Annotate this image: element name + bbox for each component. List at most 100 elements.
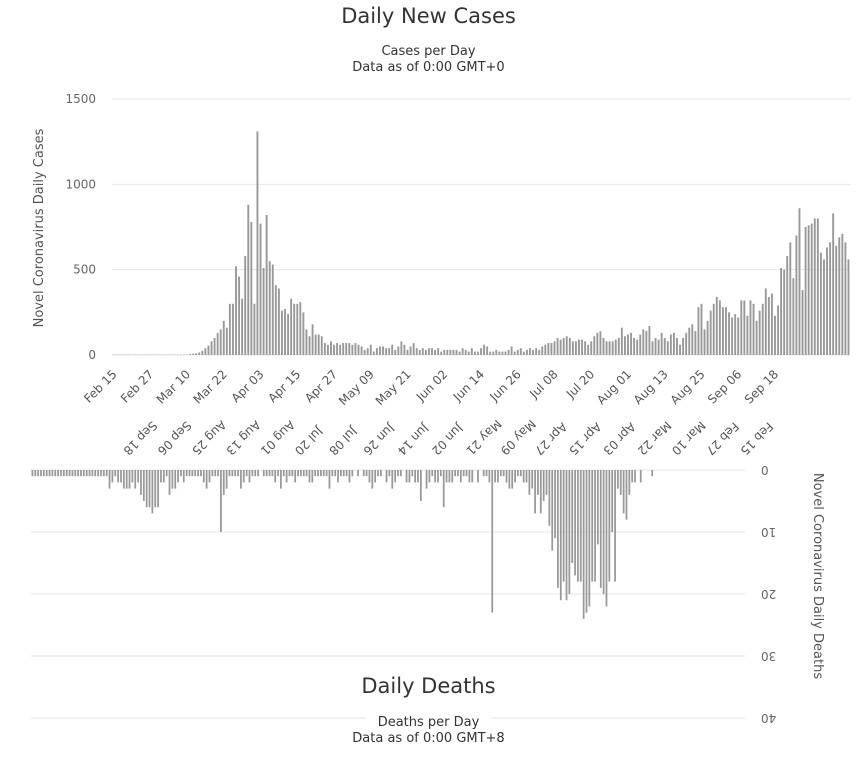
cases-bar[interactable] bbox=[654, 337, 657, 355]
cases-bar[interactable] bbox=[476, 351, 479, 355]
cases-bar[interactable] bbox=[210, 341, 213, 355]
cases-bar[interactable] bbox=[611, 341, 614, 355]
cases-bar[interactable] bbox=[737, 317, 740, 355]
cases-bar[interactable] bbox=[253, 303, 256, 355]
cases-bar[interactable] bbox=[320, 336, 323, 355]
deaths-bar[interactable] bbox=[105, 470, 108, 477]
cases-bar[interactable] bbox=[449, 349, 452, 355]
cases-bar[interactable] bbox=[510, 346, 513, 355]
cases-bar[interactable] bbox=[360, 346, 363, 355]
cases-bar[interactable] bbox=[774, 315, 776, 355]
cases-bar[interactable] bbox=[492, 351, 495, 355]
deaths-bar[interactable] bbox=[585, 470, 588, 613]
cases-bar[interactable] bbox=[568, 337, 571, 355]
cases-bar[interactable] bbox=[581, 339, 583, 355]
cases-bar[interactable] bbox=[578, 339, 580, 355]
cases-bar[interactable] bbox=[743, 300, 746, 355]
cases-bar[interactable] bbox=[642, 329, 645, 355]
cases-bar[interactable] bbox=[657, 339, 660, 355]
deaths-bar[interactable] bbox=[445, 470, 448, 483]
deaths-bar[interactable] bbox=[614, 470, 616, 582]
cases-bar[interactable] bbox=[293, 303, 296, 355]
deaths-bar[interactable] bbox=[611, 470, 614, 532]
cases-bar[interactable] bbox=[470, 348, 473, 355]
cases-bar[interactable] bbox=[841, 233, 844, 355]
deaths-bar[interactable] bbox=[291, 470, 294, 477]
cases-bar[interactable] bbox=[826, 247, 828, 355]
cases-bar[interactable] bbox=[366, 348, 369, 355]
deaths-bar[interactable] bbox=[628, 470, 631, 495]
deaths-bar[interactable] bbox=[165, 470, 168, 477]
deaths-bar[interactable] bbox=[551, 470, 554, 551]
deaths-bar[interactable] bbox=[497, 470, 499, 483]
cases-bar[interactable] bbox=[688, 327, 691, 355]
deaths-bar[interactable] bbox=[182, 470, 185, 483]
deaths-bar[interactable] bbox=[651, 470, 654, 477]
cases-bar[interactable] bbox=[421, 348, 424, 355]
deaths-bar[interactable] bbox=[131, 470, 134, 483]
cases-bar[interactable] bbox=[207, 345, 210, 355]
cases-bar[interactable] bbox=[480, 348, 482, 355]
cases-bar[interactable] bbox=[596, 332, 599, 355]
deaths-bar[interactable] bbox=[608, 470, 611, 582]
cases-bar[interactable] bbox=[777, 305, 779, 355]
deaths-bar[interactable] bbox=[514, 470, 516, 483]
deaths-bar[interactable] bbox=[377, 470, 379, 477]
deaths-bar[interactable] bbox=[45, 470, 48, 477]
cases-bar[interactable] bbox=[498, 351, 501, 355]
cases-bar[interactable] bbox=[440, 351, 443, 355]
deaths-bar[interactable] bbox=[274, 470, 277, 483]
cases-bar[interactable] bbox=[299, 302, 302, 355]
cases-bar[interactable] bbox=[244, 256, 247, 355]
deaths-bar[interactable] bbox=[425, 470, 428, 489]
cases-bar[interactable] bbox=[241, 298, 244, 355]
deaths-bar[interactable] bbox=[428, 470, 431, 483]
deaths-bar[interactable] bbox=[71, 470, 74, 477]
cases-bar[interactable] bbox=[345, 343, 348, 355]
deaths-bar[interactable] bbox=[202, 470, 205, 483]
deaths-bar[interactable] bbox=[148, 470, 151, 508]
deaths-bar[interactable] bbox=[108, 470, 111, 489]
cases-bar[interactable] bbox=[832, 213, 835, 355]
deaths-bar[interactable] bbox=[311, 470, 314, 483]
deaths-bar[interactable] bbox=[117, 470, 119, 483]
cases-bar[interactable] bbox=[219, 329, 222, 355]
cases-bar[interactable] bbox=[235, 266, 237, 355]
deaths-bar[interactable] bbox=[617, 470, 619, 489]
deaths-bar[interactable] bbox=[391, 470, 394, 489]
cases-bar[interactable] bbox=[810, 223, 813, 355]
cases-bar[interactable] bbox=[348, 343, 351, 355]
deaths-bar[interactable] bbox=[625, 470, 628, 520]
deaths-bar[interactable] bbox=[505, 470, 508, 483]
cases-bar[interactable] bbox=[709, 310, 712, 355]
deaths-bar[interactable] bbox=[574, 470, 576, 576]
cases-bar[interactable] bbox=[271, 264, 274, 355]
cases-bar[interactable] bbox=[614, 339, 617, 355]
deaths-bar[interactable] bbox=[128, 470, 131, 489]
deaths-bar[interactable] bbox=[111, 470, 114, 483]
deaths-bar[interactable] bbox=[371, 470, 374, 489]
cases-bar[interactable] bbox=[587, 344, 590, 355]
cases-bar[interactable] bbox=[532, 349, 535, 355]
deaths-bar[interactable] bbox=[488, 470, 491, 483]
cases-bar[interactable] bbox=[296, 303, 299, 355]
cases-bar[interactable] bbox=[767, 296, 770, 355]
cases-bar[interactable] bbox=[574, 341, 577, 355]
cases-bar[interactable] bbox=[516, 349, 519, 355]
deaths-bar[interactable] bbox=[468, 470, 471, 483]
cases-bar[interactable] bbox=[721, 307, 724, 355]
deaths-bar[interactable] bbox=[465, 470, 468, 477]
cases-bar[interactable] bbox=[406, 349, 409, 355]
cases-bar[interactable] bbox=[434, 349, 437, 355]
cases-bar[interactable] bbox=[770, 293, 773, 355]
cases-bar[interactable] bbox=[636, 339, 639, 355]
cases-bar[interactable] bbox=[633, 337, 636, 355]
cases-bar[interactable] bbox=[330, 341, 332, 355]
cases-bar[interactable] bbox=[728, 312, 730, 355]
deaths-bar[interactable] bbox=[200, 470, 202, 477]
cases-bar[interactable] bbox=[391, 344, 394, 355]
cases-bar[interactable] bbox=[437, 348, 440, 355]
cases-bar[interactable] bbox=[676, 337, 678, 355]
cases-bar[interactable] bbox=[409, 346, 412, 355]
cases-bar[interactable] bbox=[605, 341, 608, 355]
